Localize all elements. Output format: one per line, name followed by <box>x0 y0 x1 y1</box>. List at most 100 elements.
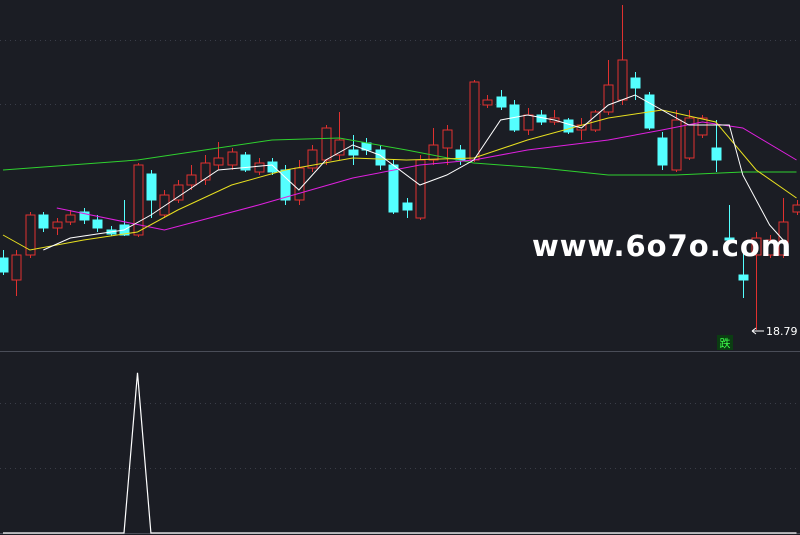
candle <box>186 165 197 190</box>
candle <box>469 80 480 162</box>
candle-body <box>254 162 265 173</box>
candle <box>684 110 695 160</box>
candle <box>348 135 359 165</box>
candle <box>792 200 800 215</box>
watermark: www.6o7o.com <box>532 229 792 263</box>
candle-body <box>442 129 453 149</box>
candle-body <box>334 139 345 156</box>
candle-body <box>65 214 76 223</box>
candle-body <box>684 117 695 159</box>
signal-label: 跌 <box>720 336 731 350</box>
candle-body <box>227 151 238 166</box>
candle-body <box>415 159 426 219</box>
candle-body <box>92 219 103 229</box>
candle-body <box>711 147 722 161</box>
candle <box>240 152 251 172</box>
candle-body <box>428 144 439 161</box>
candle-body <box>25 214 36 256</box>
candle-body <box>657 137 668 166</box>
candle <box>11 250 22 296</box>
candle <box>227 148 238 170</box>
candle <box>711 120 722 172</box>
candle <box>482 95 493 108</box>
candle-body <box>133 164 144 236</box>
moving-average-line <box>56 121 797 231</box>
candle-body <box>375 149 386 166</box>
candle <box>0 250 9 275</box>
candle-body <box>496 96 507 108</box>
signal-box <box>717 335 733 350</box>
candle-body <box>240 154 251 171</box>
candle <box>603 60 614 115</box>
candle <box>65 210 76 225</box>
candle-body <box>267 161 278 173</box>
low-arrow <box>751 327 764 335</box>
candle-body <box>0 257 9 273</box>
candle <box>52 218 63 235</box>
candle <box>778 198 789 258</box>
candle-body <box>617 59 628 101</box>
indicator-line <box>3 372 797 534</box>
candle <box>79 208 90 224</box>
candle-body <box>738 274 749 281</box>
moving-average-line <box>43 94 784 251</box>
candle <box>92 215 103 232</box>
marks <box>0 5 800 534</box>
candle-body <box>173 184 184 201</box>
candle <box>133 163 144 237</box>
moving-average-line <box>2 137 797 176</box>
candle-body <box>765 239 776 256</box>
candle <box>563 118 574 134</box>
candle-body <box>724 237 735 241</box>
moving-average-line <box>2 109 797 251</box>
candle-body <box>159 194 170 216</box>
candle-body <box>52 221 63 229</box>
candle-body <box>792 204 800 213</box>
candle <box>509 100 520 132</box>
candle-body <box>388 164 399 213</box>
candle-body <box>630 77 641 89</box>
candle <box>25 212 36 258</box>
candle <box>146 170 157 218</box>
candle-body <box>348 149 359 156</box>
grid <box>0 40 800 469</box>
candle-body <box>321 127 332 161</box>
candle-body <box>523 114 534 131</box>
candle-body <box>146 173 157 201</box>
candle-body <box>79 211 90 221</box>
candle-body <box>603 84 614 113</box>
candle-body <box>11 254 22 281</box>
candle <box>307 145 318 172</box>
candle <box>751 232 762 330</box>
low-price-label: 18.79 <box>766 325 798 338</box>
candle <box>402 198 413 218</box>
candle <box>38 212 49 232</box>
candle-body <box>200 162 211 181</box>
candle-body <box>402 202 413 211</box>
candle <box>657 132 668 170</box>
candle-body <box>307 149 318 169</box>
candle <box>267 158 278 175</box>
candle <box>738 250 749 298</box>
candle <box>213 142 224 170</box>
candle <box>200 155 211 185</box>
candle-body <box>38 214 49 229</box>
candle-body <box>778 221 789 256</box>
candle <box>724 205 735 241</box>
candle <box>496 90 507 110</box>
candle <box>671 110 682 172</box>
candle <box>159 190 170 218</box>
candle-body <box>751 237 762 256</box>
candle <box>321 125 332 165</box>
arrow-head <box>751 327 757 335</box>
candle <box>173 180 184 203</box>
candle-body <box>671 119 682 171</box>
candle <box>765 235 776 258</box>
candle <box>375 145 386 170</box>
candle-body <box>469 81 480 161</box>
candle-body <box>697 117 708 136</box>
candle-body <box>213 157 224 166</box>
candle-body <box>482 99 493 106</box>
